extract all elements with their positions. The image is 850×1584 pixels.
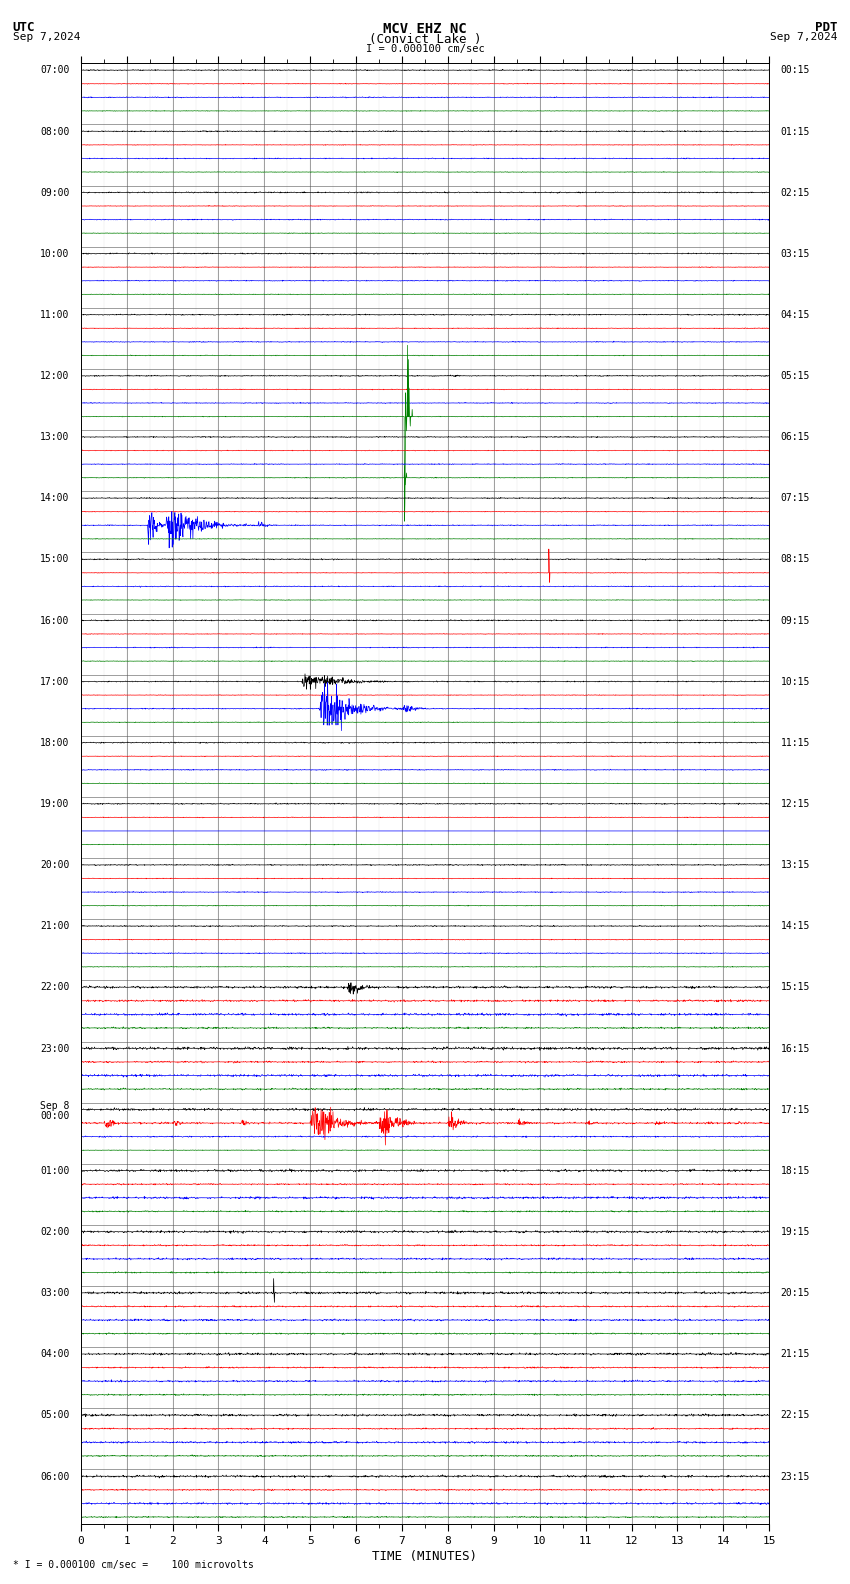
Text: 11:00: 11:00 bbox=[40, 310, 70, 320]
X-axis label: TIME (MINUTES): TIME (MINUTES) bbox=[372, 1549, 478, 1563]
Text: 02:15: 02:15 bbox=[780, 187, 810, 198]
Text: 09:00: 09:00 bbox=[40, 187, 70, 198]
Text: I = 0.000100 cm/sec: I = 0.000100 cm/sec bbox=[366, 44, 484, 54]
Text: 20:00: 20:00 bbox=[40, 860, 70, 870]
Text: 22:00: 22:00 bbox=[40, 982, 70, 993]
Text: 03:00: 03:00 bbox=[40, 1288, 70, 1299]
Text: 16:00: 16:00 bbox=[40, 616, 70, 626]
Text: 05:00: 05:00 bbox=[40, 1410, 70, 1421]
Text: 10:00: 10:00 bbox=[40, 249, 70, 258]
Text: 06:00: 06:00 bbox=[40, 1472, 70, 1481]
Text: 14:00: 14:00 bbox=[40, 493, 70, 504]
Text: 12:00: 12:00 bbox=[40, 371, 70, 382]
Text: 20:15: 20:15 bbox=[780, 1288, 810, 1299]
Text: 18:00: 18:00 bbox=[40, 738, 70, 748]
Text: 17:15: 17:15 bbox=[780, 1104, 810, 1115]
Text: Sep 7,2024: Sep 7,2024 bbox=[770, 32, 837, 41]
Text: 01:15: 01:15 bbox=[780, 127, 810, 136]
Text: 05:15: 05:15 bbox=[780, 371, 810, 382]
Text: 00:15: 00:15 bbox=[780, 65, 810, 76]
Text: 15:00: 15:00 bbox=[40, 554, 70, 564]
Text: 01:00: 01:00 bbox=[40, 1166, 70, 1175]
Text: 00:00: 00:00 bbox=[40, 1112, 70, 1121]
Text: 15:15: 15:15 bbox=[780, 982, 810, 993]
Text: (Convict Lake ): (Convict Lake ) bbox=[369, 33, 481, 46]
Text: 18:15: 18:15 bbox=[780, 1166, 810, 1175]
Text: 07:15: 07:15 bbox=[780, 493, 810, 504]
Text: 08:15: 08:15 bbox=[780, 554, 810, 564]
Text: * I = 0.000100 cm/sec =    100 microvolts: * I = 0.000100 cm/sec = 100 microvolts bbox=[13, 1560, 253, 1570]
Text: 08:00: 08:00 bbox=[40, 127, 70, 136]
Text: 22:15: 22:15 bbox=[780, 1410, 810, 1421]
Text: 07:00: 07:00 bbox=[40, 65, 70, 76]
Text: 19:00: 19:00 bbox=[40, 798, 70, 809]
Text: 10:15: 10:15 bbox=[780, 676, 810, 687]
Text: 12:15: 12:15 bbox=[780, 798, 810, 809]
Text: PDT: PDT bbox=[815, 21, 837, 33]
Text: 14:15: 14:15 bbox=[780, 922, 810, 931]
Text: 17:00: 17:00 bbox=[40, 676, 70, 687]
Text: 09:15: 09:15 bbox=[780, 616, 810, 626]
Text: 23:00: 23:00 bbox=[40, 1044, 70, 1053]
Text: 11:15: 11:15 bbox=[780, 738, 810, 748]
Text: 03:15: 03:15 bbox=[780, 249, 810, 258]
Text: 16:15: 16:15 bbox=[780, 1044, 810, 1053]
Text: 19:15: 19:15 bbox=[780, 1228, 810, 1237]
Text: 06:15: 06:15 bbox=[780, 432, 810, 442]
Text: 21:15: 21:15 bbox=[780, 1350, 810, 1359]
Text: UTC: UTC bbox=[13, 21, 35, 33]
Text: 13:15: 13:15 bbox=[780, 860, 810, 870]
Text: Sep 8: Sep 8 bbox=[40, 1101, 70, 1110]
Text: Sep 7,2024: Sep 7,2024 bbox=[13, 32, 80, 41]
Text: 23:15: 23:15 bbox=[780, 1472, 810, 1481]
Text: 04:00: 04:00 bbox=[40, 1350, 70, 1359]
Text: MCV EHZ NC: MCV EHZ NC bbox=[383, 22, 467, 36]
Text: 13:00: 13:00 bbox=[40, 432, 70, 442]
Text: 02:00: 02:00 bbox=[40, 1228, 70, 1237]
Text: 21:00: 21:00 bbox=[40, 922, 70, 931]
Text: 04:15: 04:15 bbox=[780, 310, 810, 320]
